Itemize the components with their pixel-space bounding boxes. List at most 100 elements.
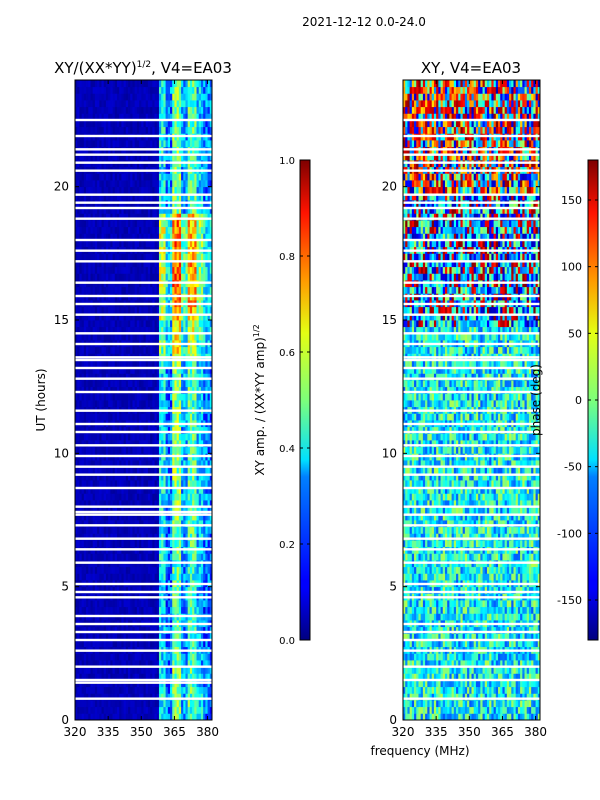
heatmap-cell	[163, 506, 166, 514]
heatmap-cell	[134, 640, 138, 648]
heatmap-cell	[108, 413, 111, 421]
heatmap-cell	[154, 266, 158, 274]
heatmap-cell	[92, 433, 96, 441]
heatmap-cell	[114, 506, 118, 514]
heatmap-cell	[205, 226, 208, 234]
heatmap-cell	[110, 273, 113, 281]
heatmap-cell	[203, 313, 206, 321]
heatmap-cell	[128, 673, 131, 681]
heatmap-cell	[187, 553, 191, 561]
heatmap-cell	[92, 306, 96, 314]
heatmap-cell	[189, 480, 193, 488]
heatmap-cell	[198, 633, 202, 641]
heatmap-cell	[119, 526, 122, 534]
heatmap-cell	[136, 626, 140, 634]
heatmap-cell	[163, 313, 166, 321]
heatmap-cell	[209, 533, 212, 541]
heatmap-cell	[141, 186, 144, 194]
heatmap-cell	[209, 573, 212, 581]
heatmap-cell	[147, 366, 151, 374]
heatmap-cell	[198, 326, 202, 334]
heatmap-cell	[176, 600, 180, 608]
heatmap-cell	[86, 333, 89, 341]
heatmap-cell	[101, 233, 105, 241]
heatmap-cell	[108, 600, 111, 608]
heatmap-cell	[81, 393, 85, 401]
heatmap-cell	[176, 706, 180, 714]
heatmap-cell	[90, 273, 94, 281]
heatmap-cell	[132, 653, 136, 661]
heatmap-cell	[161, 186, 164, 194]
heatmap-cell	[92, 426, 96, 434]
heatmap-cell	[81, 186, 85, 194]
heatmap-cell	[172, 466, 175, 474]
heatmap-cell	[183, 333, 186, 341]
heatmap-cell	[158, 333, 162, 341]
heatmap-cell	[165, 306, 169, 314]
heatmap-cell	[158, 320, 162, 328]
heatmap-cell	[86, 400, 89, 408]
heatmap-cell	[75, 226, 78, 234]
heatmap-cell	[170, 706, 173, 714]
heatmap-cell	[145, 360, 149, 368]
heatmap-cell	[88, 700, 91, 708]
heatmap-cell	[83, 206, 87, 214]
heatmap-cell	[83, 320, 87, 328]
heatmap-cell	[116, 433, 120, 441]
heatmap-cell	[165, 566, 169, 574]
heatmap-cell	[121, 540, 125, 548]
heatmap-cell	[112, 386, 116, 394]
heatmap-cell	[194, 433, 197, 441]
heatmap-cell	[108, 553, 111, 561]
heatmap-cell	[183, 193, 186, 201]
heatmap-cell	[121, 693, 125, 701]
heatmap-cell	[77, 413, 80, 421]
heatmap-cell	[132, 666, 136, 674]
heatmap-cell	[158, 586, 162, 594]
heatmap-cell	[77, 500, 80, 508]
heatmap-cell	[83, 480, 87, 488]
heatmap-cell	[90, 513, 94, 521]
heatmap-cell	[128, 446, 131, 454]
heatmap-cell	[123, 393, 127, 401]
heatmap-cell	[128, 626, 131, 634]
heatmap-cell	[167, 306, 171, 314]
heatmap-cell	[207, 286, 211, 294]
heatmap-cell	[174, 706, 178, 714]
heatmap-cell	[165, 260, 169, 268]
heatmap-cell	[152, 686, 155, 694]
heatmap-cell	[194, 500, 197, 508]
heatmap-cell	[99, 193, 102, 201]
heatmap-cell	[203, 400, 206, 408]
heatmap-cell	[130, 586, 133, 594]
heatmap-cell	[172, 366, 175, 374]
heatmap-cell	[205, 653, 208, 661]
heatmap-cell	[163, 386, 166, 394]
heatmap-cell	[172, 713, 175, 720]
heatmap-cell	[161, 260, 164, 268]
heatmap-cell	[121, 180, 125, 188]
heatmap-cell	[150, 380, 153, 388]
heatmap-cell	[194, 193, 197, 201]
heatmap-cell	[156, 520, 160, 528]
heatmap-cell	[145, 486, 149, 494]
heatmap-cell	[83, 253, 87, 261]
heatmap-cell	[194, 306, 197, 314]
heatmap-cell	[183, 553, 186, 561]
heatmap-cell	[128, 206, 131, 214]
heatmap-cell	[75, 473, 78, 481]
heatmap-cell	[172, 226, 175, 234]
heatmap-cell	[174, 586, 178, 594]
heatmap-cell	[83, 473, 87, 481]
heatmap-cell	[114, 460, 118, 468]
heatmap-cell	[79, 380, 83, 388]
heatmap-cell	[163, 486, 166, 494]
heatmap-cell	[167, 253, 171, 261]
heatmap-cell	[174, 626, 178, 634]
heatmap-cell	[183, 480, 186, 488]
heatmap-cell	[88, 233, 91, 241]
heatmap-cell	[183, 486, 186, 494]
heatmap-cell	[79, 493, 83, 501]
heatmap-cell	[183, 713, 186, 720]
heatmap-cell	[189, 666, 193, 674]
